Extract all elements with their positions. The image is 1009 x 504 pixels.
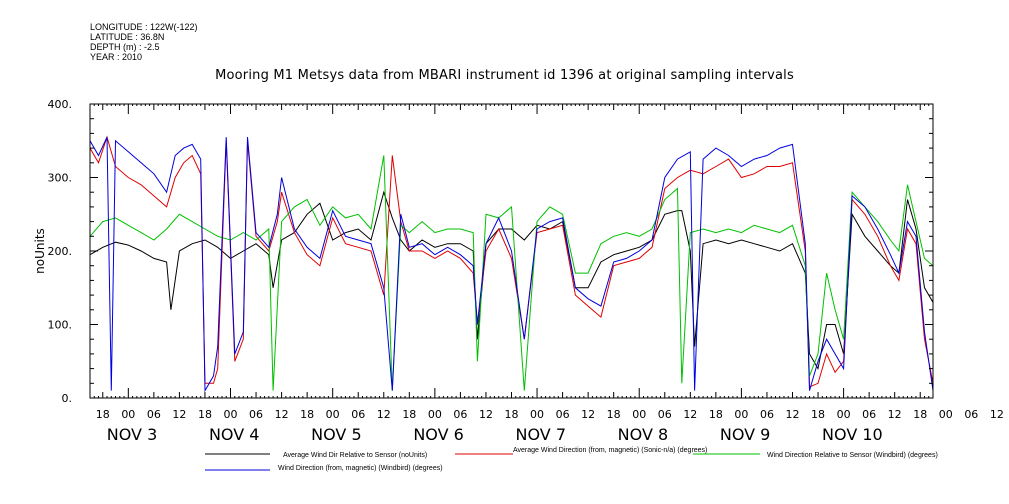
longitude-text: LONGITUDE : 122W(-122) (90, 22, 198, 32)
chart-title: Mooring M1 Metsys data from MBARI instru… (215, 68, 794, 83)
series-layer (89, 135, 934, 393)
axes-layer: 0. 100. 200. 300. 400. 18 00 06 12 18 00 06 12 18 00 06… (48, 98, 1004, 444)
x-hour-label: 18 (913, 408, 927, 421)
x-hour-label: 18 (811, 408, 825, 421)
series-line-2 (89, 155, 934, 391)
x-hour-label: 00 (530, 408, 544, 421)
x-day-label: NOV 10 (822, 425, 883, 444)
x-hour-label: 18 (402, 408, 416, 421)
x-hour-label: 18 (607, 408, 621, 421)
x-day-label: NOV 3 (107, 425, 158, 444)
x-hour-label: 12 (275, 408, 289, 421)
x-hour-label: 00 (632, 408, 646, 421)
y-tick-label: 400. (48, 98, 73, 111)
x-hour-label: 00 (326, 408, 340, 421)
x-hour-label: 00 (121, 408, 135, 421)
y-tick-label: 300. (48, 172, 73, 185)
x-day-label: NOV 6 (413, 425, 464, 444)
x-hour-label: 18 (96, 408, 110, 421)
x-hour-label: 12 (581, 408, 595, 421)
y-tick-label: 200. (48, 245, 73, 258)
x-day-label: NOV 9 (720, 425, 771, 444)
x-hour-label: 12 (683, 408, 697, 421)
x-hour-label: 12 (990, 408, 1004, 421)
legend: Average Wind Dir Relative to Sensor (noU… (205, 447, 938, 472)
series-line-1 (89, 135, 934, 388)
x-hour-label: 12 (888, 408, 902, 421)
legend-label-2: Wind Direction Relative to Sensor (Windb… (767, 452, 938, 459)
x-hour-label: 06 (658, 408, 672, 421)
x-hour-label: 06 (556, 408, 570, 421)
x-day-label: NOV 7 (516, 425, 567, 444)
x-hour-label: 00 (837, 408, 851, 421)
x-hour-label: 06 (249, 408, 263, 421)
x-hour-label: 06 (147, 408, 161, 421)
series-line-3 (89, 136, 934, 393)
x-day-label: NOV 8 (618, 425, 669, 444)
series-line-0 (89, 190, 934, 371)
x-hour-label: 00 (224, 408, 238, 421)
x-hour-label: 12 (479, 408, 493, 421)
x-hour-label: 06 (862, 408, 876, 421)
legend-label-3: Wind Direction (from, magnetic) (Windbir… (278, 465, 443, 472)
x-hour-label: 12 (377, 408, 391, 421)
metadata-block: LONGITUDE : 122W(-122) LATITUDE : 36.8N … (90, 22, 198, 62)
y-axis-label: noUnits (33, 228, 47, 274)
x-hour-label: 00 (428, 408, 442, 421)
x-day-label: NOV 4 (209, 425, 259, 444)
x-day-label: NOV 5 (311, 425, 362, 444)
x-hour-label: 00 (939, 408, 953, 421)
depth-text: DEPTH (m) : -2.5 (90, 42, 160, 52)
y-tick-label: 100. (48, 319, 73, 332)
x-hour-label: 06 (453, 408, 467, 421)
legend-label-0: Average Wind Dir Relative to Sensor (noU… (283, 452, 427, 459)
x-hour-label: 18 (709, 408, 723, 421)
x-hour-label: 18 (198, 408, 212, 421)
x-hour-label: 06 (964, 408, 978, 421)
x-hour-label: 00 (734, 408, 748, 421)
x-hour-label: 18 (300, 408, 314, 421)
latitude-text: LATITUDE : 36.8N (90, 32, 165, 42)
x-hour-label: 06 (760, 408, 774, 421)
x-hour-label: 06 (351, 408, 365, 421)
x-hour-label: 12 (172, 408, 186, 421)
year-text: YEAR : 2010 (90, 52, 143, 62)
x-hour-label: 18 (505, 408, 519, 421)
x-hour-label: 12 (786, 408, 800, 421)
legend-label-1: Average Wind Direction (from, magnetic) … (513, 447, 707, 454)
y-tick-label: 0. (62, 392, 73, 405)
